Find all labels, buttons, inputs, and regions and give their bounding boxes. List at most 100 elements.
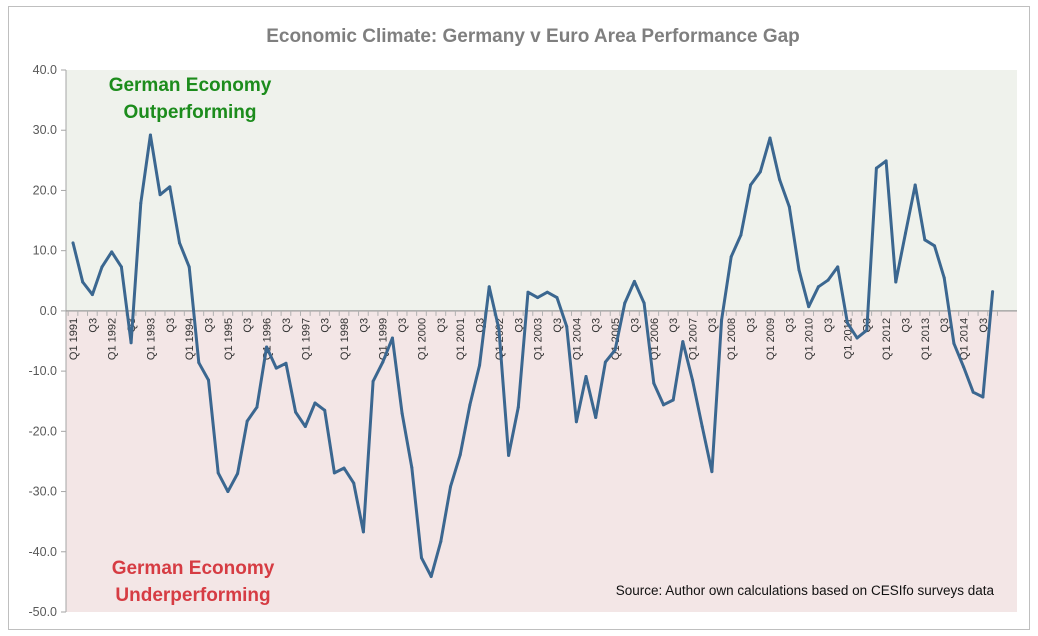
data-point — [681, 340, 685, 344]
x-tick-label: Q1 2001 — [455, 318, 467, 360]
x-tick-label: Q3 — [320, 318, 332, 333]
x-tick-label: Q1 1999 — [378, 318, 390, 360]
y-tick-label: 0.0 — [40, 304, 57, 318]
x-tick-label: Q1 1991 — [68, 318, 80, 360]
data-point — [274, 366, 278, 370]
data-point — [507, 453, 511, 457]
data-point — [313, 401, 317, 405]
data-point — [197, 361, 201, 365]
x-tick-label: Q1 1993 — [145, 318, 157, 360]
data-point — [613, 348, 617, 352]
x-tick-label: Q1 1997 — [300, 318, 312, 360]
data-point — [100, 265, 104, 269]
data-point — [419, 556, 423, 560]
x-tick-label: Q1 2006 — [649, 318, 661, 360]
positive-band — [66, 70, 1017, 311]
y-tick-label: -30.0 — [29, 485, 58, 499]
data-point — [381, 360, 385, 364]
data-point — [168, 185, 172, 189]
data-point — [797, 268, 801, 272]
x-tick-label: Q3 — [978, 318, 990, 333]
data-point — [148, 133, 152, 137]
x-tick-label: Q3 — [436, 318, 448, 333]
x-tick-label: Q3 — [629, 318, 641, 333]
data-point — [981, 395, 985, 399]
data-point — [323, 408, 327, 412]
data-point — [962, 365, 966, 369]
x-tick-label: Q1 1996 — [262, 318, 274, 360]
x-tick-label: Q1 1992 — [107, 318, 119, 360]
data-point — [545, 290, 549, 294]
data-point — [971, 390, 975, 394]
data-point — [942, 276, 946, 280]
data-point — [429, 574, 433, 578]
data-point — [177, 241, 181, 245]
data-point — [255, 405, 259, 409]
data-point — [226, 490, 230, 494]
x-tick-label: Q3 — [746, 318, 758, 333]
x-tick-label: Q3 — [397, 318, 409, 333]
x-tick-label: Q3 — [204, 318, 216, 333]
x-tick-label: Q1 1995 — [223, 318, 235, 360]
data-point — [913, 183, 917, 187]
data-point — [332, 471, 336, 475]
x-tick-label: Q3 — [784, 318, 796, 333]
x-tick-label: Q3 — [823, 318, 835, 333]
data-point — [390, 336, 394, 340]
x-tick-label: Q1 2013 — [920, 318, 932, 360]
chart-frame — [8, 6, 1030, 630]
data-point — [710, 470, 714, 474]
outperforming-annotation-line2: Outperforming — [124, 102, 257, 123]
data-point — [361, 530, 365, 534]
x-tick-label: Q1 2007 — [688, 318, 700, 360]
data-point — [216, 471, 220, 475]
y-tick-label: 10.0 — [33, 244, 57, 258]
outperforming-annotation-line1: German Economy — [109, 75, 272, 96]
y-tick-label: 20.0 — [33, 183, 57, 197]
data-point — [720, 318, 724, 322]
underperforming-annotation-line2: Underperforming — [115, 585, 270, 606]
x-tick-label: Q3 — [242, 318, 254, 333]
data-point — [245, 419, 249, 423]
data-point — [187, 265, 191, 269]
data-point — [284, 361, 288, 365]
y-tick-label: -10.0 — [29, 364, 58, 378]
data-point — [603, 360, 607, 364]
data-point — [729, 255, 733, 259]
data-point — [826, 278, 830, 282]
data-point — [933, 244, 937, 248]
data-point — [923, 238, 927, 242]
data-point — [265, 345, 269, 349]
y-tick-label: -40.0 — [29, 545, 58, 559]
data-point — [81, 280, 85, 284]
x-tick-label: Q1 2008 — [726, 318, 738, 360]
data-point — [352, 481, 356, 485]
data-point — [565, 325, 569, 329]
x-tick-label: Q3 — [668, 318, 680, 333]
data-point — [632, 279, 636, 283]
data-point — [642, 301, 646, 305]
data-point — [952, 341, 956, 345]
x-tick-label: Q1 1994 — [184, 318, 196, 360]
data-point — [555, 296, 559, 300]
data-point — [778, 178, 782, 182]
data-point — [236, 471, 240, 475]
x-tick-label: Q1 2003 — [533, 318, 545, 360]
data-point — [749, 183, 753, 187]
data-point — [758, 170, 762, 174]
data-point — [139, 201, 143, 205]
x-tick-label: Q3 — [87, 318, 99, 333]
x-tick-label: Q1 2004 — [571, 318, 583, 360]
data-point — [526, 290, 530, 294]
data-point — [303, 425, 307, 429]
data-point — [71, 241, 75, 245]
data-point — [594, 415, 598, 419]
data-point — [894, 280, 898, 284]
data-point — [768, 136, 772, 140]
data-point — [158, 193, 162, 197]
data-point — [207, 378, 211, 382]
x-tick-label: Q3 — [707, 318, 719, 333]
y-tick-label: -50.0 — [29, 605, 58, 619]
data-point — [400, 411, 404, 415]
